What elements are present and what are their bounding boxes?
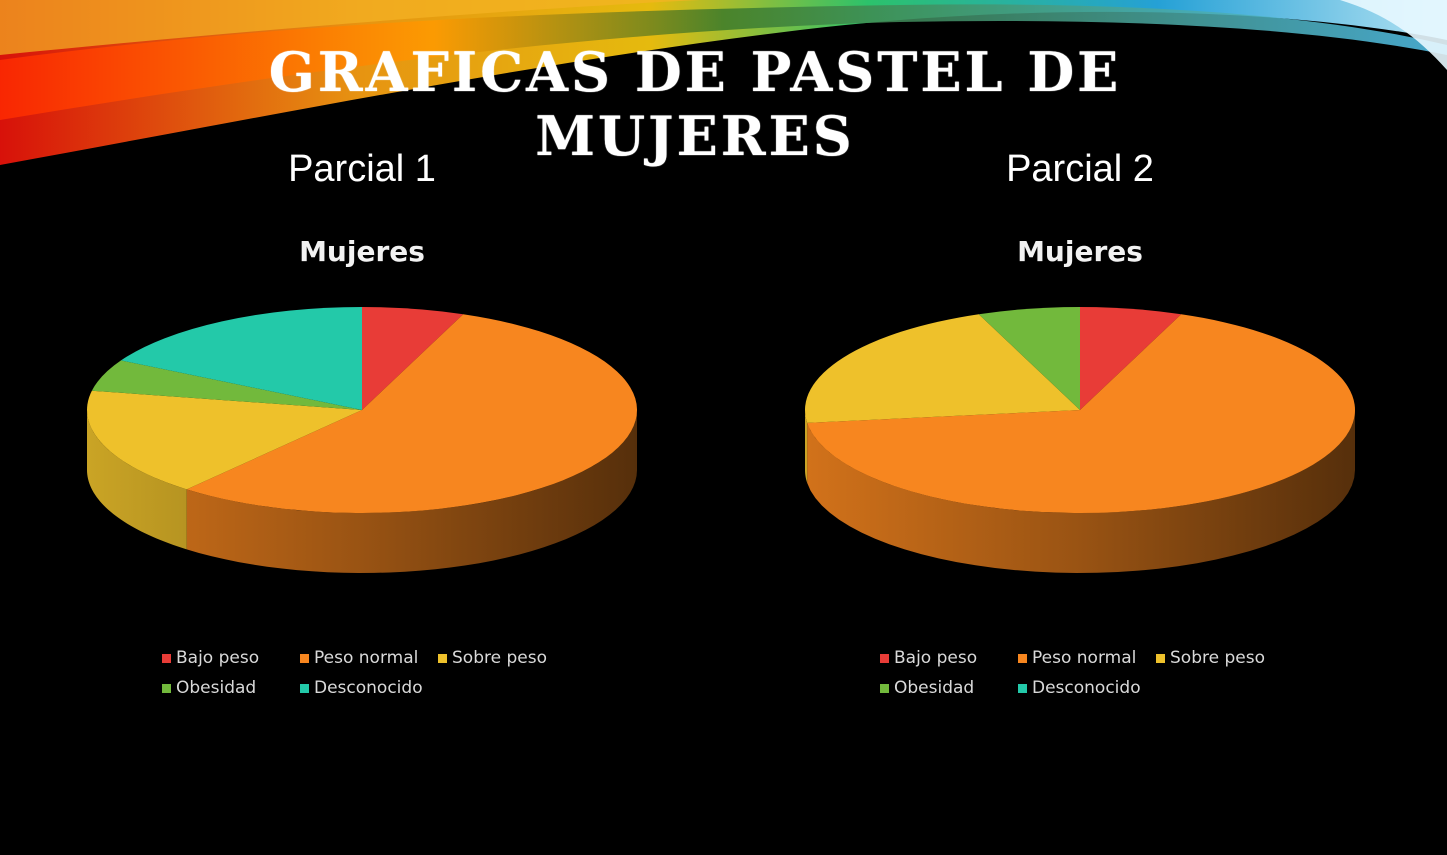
legend-swatch: [438, 653, 447, 663]
legend-label: Sobre peso: [452, 648, 547, 668]
chart-legend: Bajo peso Peso normal Sobre peso Obesidad De…: [162, 648, 582, 698]
pie-slice-sobre-peso: [87, 390, 362, 490]
pie-side-peso-normal: [807, 410, 1355, 573]
pie-slice-bajo-peso: [362, 307, 464, 410]
legend-swatch: [300, 683, 309, 693]
panel-heading: Parcial 1: [288, 148, 436, 190]
legend-item-bajo-peso: Bajo peso: [162, 648, 300, 668]
chart-panel-1: Parcial 1 Mujeres Bajo peso Peso normal So…: [12, 140, 712, 740]
legend-swatch: [162, 683, 171, 693]
legend-label: Peso normal: [1032, 648, 1137, 668]
legend-item-obesidad: Obesidad: [880, 678, 1018, 698]
legend-swatch: [880, 653, 889, 663]
legend-item-desconocido: Desconocido: [300, 678, 438, 698]
pie-chart: [805, 307, 1356, 573]
chart-legend: Bajo peso Peso normal Sobre peso Obesidad De…: [880, 648, 1300, 698]
legend-label: Sobre peso: [1170, 648, 1265, 668]
pie-side-peso-normal: [186, 410, 637, 573]
pie-slices: [805, 307, 1356, 513]
legend-item-peso-normal: Peso normal: [1018, 648, 1156, 668]
chart-title: Mujeres: [1017, 235, 1143, 268]
legend-swatch: [300, 653, 309, 663]
legend-label: Desconocido: [314, 678, 423, 698]
legend-label: Peso normal: [314, 648, 419, 668]
pie-side-walls: [805, 410, 1355, 573]
legend-item-obesidad: Obesidad: [162, 678, 300, 698]
legend-label: Bajo peso: [894, 648, 978, 668]
legend-label: Obesidad: [176, 678, 257, 698]
legend-item-desconocido: Desconocido: [1018, 678, 1156, 698]
pie-slice-obesidad: [91, 360, 363, 410]
panel-heading: Parcial 2: [1006, 148, 1154, 190]
pie-side-walls: [87, 410, 637, 573]
pie-slices: [87, 307, 638, 513]
decorative-swoosh: [0, 0, 1447, 165]
pie-slice-peso-normal: [186, 314, 638, 513]
pie-side-sobre-peso: [805, 410, 808, 483]
legend-item-sobre-peso: Sobre peso: [1156, 648, 1294, 668]
pie-slice-desconocido: [121, 307, 363, 410]
legend-item-bajo-peso: Bajo peso: [880, 648, 1018, 668]
legend-item-sobre-peso: Sobre peso: [438, 648, 576, 668]
chart-title: Mujeres: [299, 235, 425, 268]
legend-label: Desconocido: [1032, 678, 1141, 698]
legend-swatch: [162, 653, 171, 663]
legend-item-peso-normal: Peso normal: [300, 648, 438, 668]
pie-slice-sobre-peso: [805, 314, 1080, 423]
pie-slice-peso-normal: [807, 314, 1356, 513]
legend-swatch: [1156, 653, 1165, 663]
slide-title: Graficas de pastel de mujeres: [268, 40, 1122, 168]
pie-slice-bajo-peso: [1080, 307, 1182, 410]
legend-swatch: [1018, 683, 1027, 693]
pie-slice-obesidad: [978, 307, 1080, 410]
legend-swatch: [1018, 653, 1027, 663]
legend-label: Obesidad: [894, 678, 975, 698]
pie-chart: [87, 307, 638, 573]
legend-swatch: [880, 683, 889, 693]
legend-label: Bajo peso: [176, 648, 260, 668]
pie-side-sobre-peso: [87, 410, 187, 550]
chart-panel-2: Parcial 2 Mujeres Bajo peso Peso normal So…: [730, 140, 1430, 740]
